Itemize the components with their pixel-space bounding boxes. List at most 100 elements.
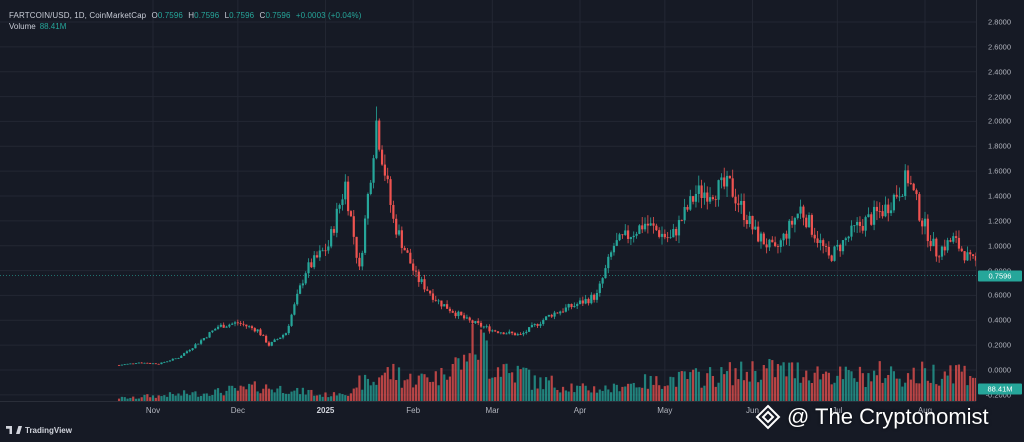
volume-bar <box>926 380 929 401</box>
volume-bar <box>887 374 890 401</box>
candle-body <box>762 233 765 245</box>
volume-bar <box>414 384 418 401</box>
candle-body <box>502 332 505 335</box>
candle-body <box>742 201 746 221</box>
volume-bar <box>847 370 850 401</box>
candle-body <box>290 314 293 326</box>
volume-bar <box>836 375 839 401</box>
candle-body <box>372 158 375 183</box>
candle-body <box>168 360 172 362</box>
volume-bar <box>287 393 290 401</box>
candle-body <box>185 351 189 354</box>
volume-bar <box>955 365 958 401</box>
time-axis[interactable]: Nov Dec 2025 Feb Mar Apr May Jun Jul Aug <box>0 401 976 419</box>
volume-bar <box>380 375 384 401</box>
volume-bar <box>129 397 132 401</box>
volume-bar <box>199 395 203 401</box>
candle-body <box>694 193 698 202</box>
volume-bar <box>946 375 949 401</box>
candle-body <box>222 324 225 328</box>
volume-bar <box>137 398 140 401</box>
volume-bar <box>242 386 245 401</box>
candle-body <box>363 218 367 253</box>
candle-body <box>197 343 200 345</box>
candle-body <box>174 358 177 360</box>
candle-body <box>403 247 406 251</box>
candle-body <box>423 279 426 290</box>
candle-body <box>140 362 143 364</box>
volume-bar <box>539 377 542 401</box>
candle-body <box>262 335 265 337</box>
volume-bar <box>519 369 522 401</box>
candle-body <box>578 300 582 305</box>
volume-bar <box>974 377 976 401</box>
candle-body <box>686 206 689 210</box>
volume-bar <box>304 394 307 401</box>
volume-bar <box>827 372 830 401</box>
volume-bar <box>533 375 536 401</box>
volume-bar <box>765 368 768 401</box>
candle-body <box>146 362 149 364</box>
candle-body <box>216 326 220 329</box>
volume-bar <box>966 385 969 401</box>
candle-body <box>406 250 409 253</box>
volume-bar <box>191 392 194 401</box>
candle-body <box>315 255 319 258</box>
candle-body <box>915 190 918 195</box>
chart-area[interactable]: FARTCOIN/USD, 1D, CoinMarketCap O0.7596 … <box>0 0 976 401</box>
volume-bar <box>281 393 285 401</box>
candle-body <box>576 304 579 306</box>
price-tick-label: 0.6000 <box>988 290 1011 300</box>
volume-bar <box>660 388 664 401</box>
candle-body <box>601 278 604 284</box>
candle-body <box>847 236 850 239</box>
tradingview-logo[interactable]: TradingView <box>6 426 72 435</box>
volume-bar <box>601 390 604 401</box>
candle-body <box>610 252 613 257</box>
volume-bar <box>262 388 265 401</box>
candle-body <box>943 246 946 251</box>
volume-bar <box>612 383 616 401</box>
tradingview-logo-icon <box>6 426 12 434</box>
volume-bar <box>643 374 647 401</box>
volume-bar <box>372 381 375 401</box>
volume-bar <box>462 354 466 401</box>
candle-body <box>836 244 839 247</box>
volume-bar <box>273 392 276 401</box>
candle-body <box>932 238 935 247</box>
volume-bar <box>915 383 918 401</box>
candle-body <box>626 230 630 239</box>
candle-body <box>352 216 355 237</box>
candle-body <box>923 218 927 227</box>
volume-bar <box>904 382 907 401</box>
volume-bar <box>867 373 870 401</box>
price-tick-label: 2.4000 <box>988 67 1011 77</box>
candle-body <box>833 246 836 261</box>
volume-bar <box>120 396 123 401</box>
volume-bar <box>872 370 876 401</box>
time-tick-label: Dec <box>230 406 245 415</box>
high-value: 0.7596 <box>194 11 220 20</box>
volume-bar <box>166 396 169 401</box>
chart-legend: FARTCOIN/USD, 1D, CoinMarketCap O0.7596 … <box>9 11 362 20</box>
candle-body <box>536 324 539 326</box>
tradingview-logo-icon-part <box>16 426 22 434</box>
volume-bar <box>861 373 864 401</box>
volume-bar <box>429 382 432 401</box>
volume-bar <box>420 373 423 401</box>
price-chart[interactable] <box>0 0 976 401</box>
volume-bar <box>833 382 836 401</box>
candle-body <box>748 215 751 225</box>
volume-bar <box>276 388 279 401</box>
price-axis[interactable]: 2.8000 2.6000 2.4000 2.2000 2.0000 1.8000 1.60… <box>976 0 1024 401</box>
volume-bar <box>567 391 570 401</box>
candle-body <box>539 323 542 326</box>
candle-body <box>655 225 658 231</box>
volume-bar <box>397 367 401 401</box>
time-tick-label: Aug <box>917 406 933 415</box>
candle-body <box>782 233 785 241</box>
candle-body <box>332 229 336 233</box>
volume-bar <box>593 386 596 401</box>
candle-body <box>830 255 833 261</box>
time-tick-label: May <box>657 406 673 415</box>
